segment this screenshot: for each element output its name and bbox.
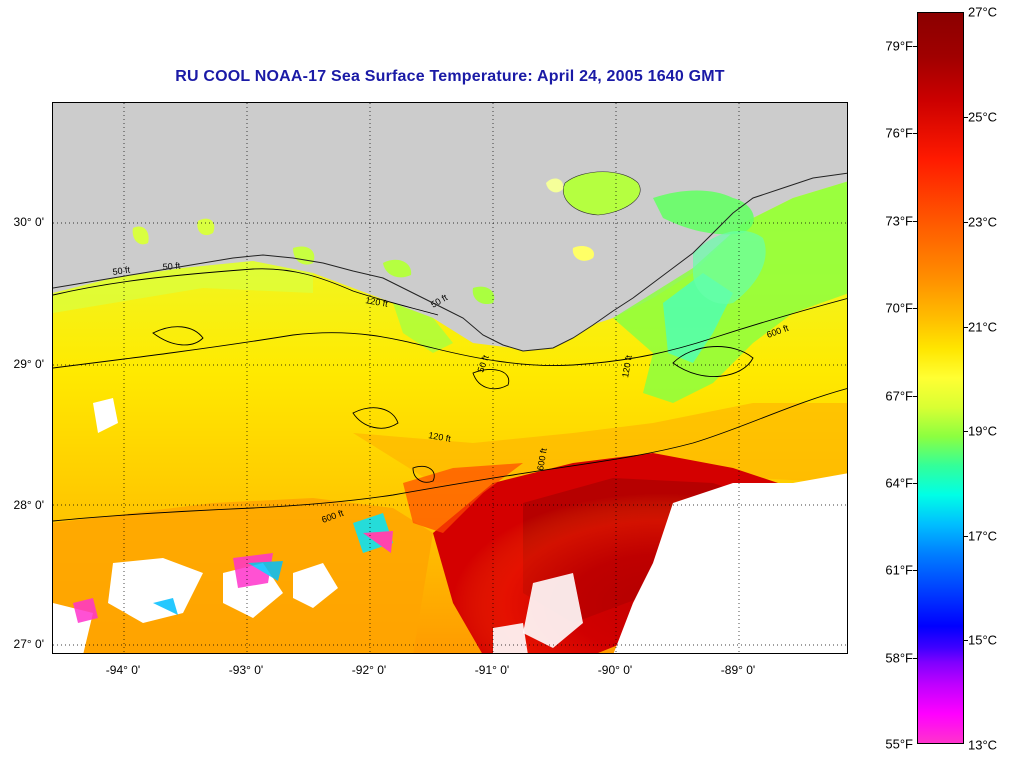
colorbar-celsius-label: 13°C	[968, 737, 998, 753]
colorbar-fahrenheit-label: 55°F	[885, 736, 913, 752]
latitude-label: 30° 0'	[13, 215, 44, 229]
colorbar-tick	[964, 117, 968, 118]
lake-calcasieu	[293, 246, 315, 265]
land-mainland	[53, 103, 847, 351]
delta-marsh	[693, 230, 766, 304]
colorbar-fahrenheit-label: 79°F	[885, 38, 913, 54]
colorbar-tick	[913, 570, 917, 571]
colorbar-fahrenheit-label: 58°F	[885, 650, 913, 666]
contour-label: 600 ft	[535, 447, 549, 471]
contour-label: 120 ft	[365, 295, 389, 309]
colorbar-tick	[913, 396, 917, 397]
colorbar-tick	[964, 431, 968, 432]
colorbar-celsius-label: 17°C	[968, 528, 998, 544]
colorbar-fahrenheit-label: 70°F	[885, 300, 913, 316]
lake-small-1	[546, 178, 564, 193]
colorbar-celsius-label: 27°C	[968, 4, 998, 20]
contour-mid-4	[412, 466, 435, 483]
contour-label: 50 ft	[112, 265, 131, 277]
temperature-colorbar	[917, 12, 964, 744]
contour-label: 120 ft	[428, 430, 452, 444]
colorbar-tick	[913, 308, 917, 309]
colorbar-tick	[913, 46, 917, 47]
colorbar-tick	[913, 483, 917, 484]
map-title: RU COOL NOAA-17 Sea Surface Temperature:…	[175, 68, 725, 85]
contour-mid-3	[472, 369, 510, 390]
lake-pontchartrain	[563, 171, 641, 216]
colorbar-fahrenheit-label: 76°F	[885, 125, 913, 141]
graticule	[53, 103, 847, 653]
colorbar-tick	[964, 640, 968, 641]
lake-small-2	[572, 246, 594, 261]
colorbar-tick	[913, 658, 917, 659]
colorbar-fahrenheit-label: 67°F	[885, 388, 913, 404]
sst-map-canvas: 50 ft 50 ft 120 ft 50 ft 120 ft 600 ft 6…	[53, 103, 847, 653]
contour-600ft	[53, 388, 847, 522]
latitude-label: 28° 0'	[13, 498, 44, 512]
longitude-label: -94° 0'	[105, 663, 141, 677]
colorbar-celsius-label: 19°C	[968, 423, 998, 439]
longitude-label: -89° 0'	[720, 663, 756, 677]
colorbar-fahrenheit-label: 73°F	[885, 213, 913, 229]
colorbar-celsius-label: 25°C	[968, 109, 998, 125]
contour-mid-1	[152, 326, 204, 346]
lake-grand	[383, 259, 412, 278]
contour-mid-2	[352, 407, 399, 429]
nearshore-green-west	[393, 303, 453, 353]
colorbar-tick	[964, 222, 968, 223]
contour-ring-delta	[672, 346, 754, 377]
contour-label: 50 ft	[162, 260, 181, 272]
colorbar-fahrenheit-label: 61°F	[885, 562, 913, 578]
colorbar-tick	[913, 133, 917, 134]
longitude-label: -91° 0'	[474, 663, 510, 677]
colorbar-celsius-label: 23°C	[968, 214, 998, 230]
latitude-label: 29° 0'	[13, 357, 44, 371]
colorbar-tick	[913, 221, 917, 222]
lake-borgne	[653, 190, 754, 235]
latitude-label: 27° 0'	[13, 637, 44, 651]
contour-120ft	[53, 298, 847, 369]
longitude-label: -92° 0'	[351, 663, 387, 677]
longitude-label: -90° 0'	[597, 663, 633, 677]
bathymetry-contours	[53, 268, 847, 522]
cloud-cover	[53, 398, 847, 653]
colorbar-tick	[964, 536, 968, 537]
lake-small-4	[132, 226, 149, 245]
colorbar-celsius-label: 21°C	[968, 319, 998, 335]
coastline	[53, 172, 847, 352]
bay-timbalier	[472, 286, 495, 305]
sst-map[interactable]: 50 ft 50 ft 120 ft 50 ft 120 ft 600 ft 6…	[52, 102, 848, 654]
contour-50ft	[53, 268, 439, 316]
longitude-label: -93° 0'	[228, 663, 264, 677]
colorbar-celsius-label: 15°C	[968, 632, 998, 648]
orange-water-mid	[353, 403, 847, 483]
contour-label: 120 ft	[620, 354, 634, 378]
colorbar-fahrenheit-label: 64°F	[885, 475, 913, 491]
cloud-artifacts	[73, 513, 393, 623]
colorbar-tick	[964, 327, 968, 328]
